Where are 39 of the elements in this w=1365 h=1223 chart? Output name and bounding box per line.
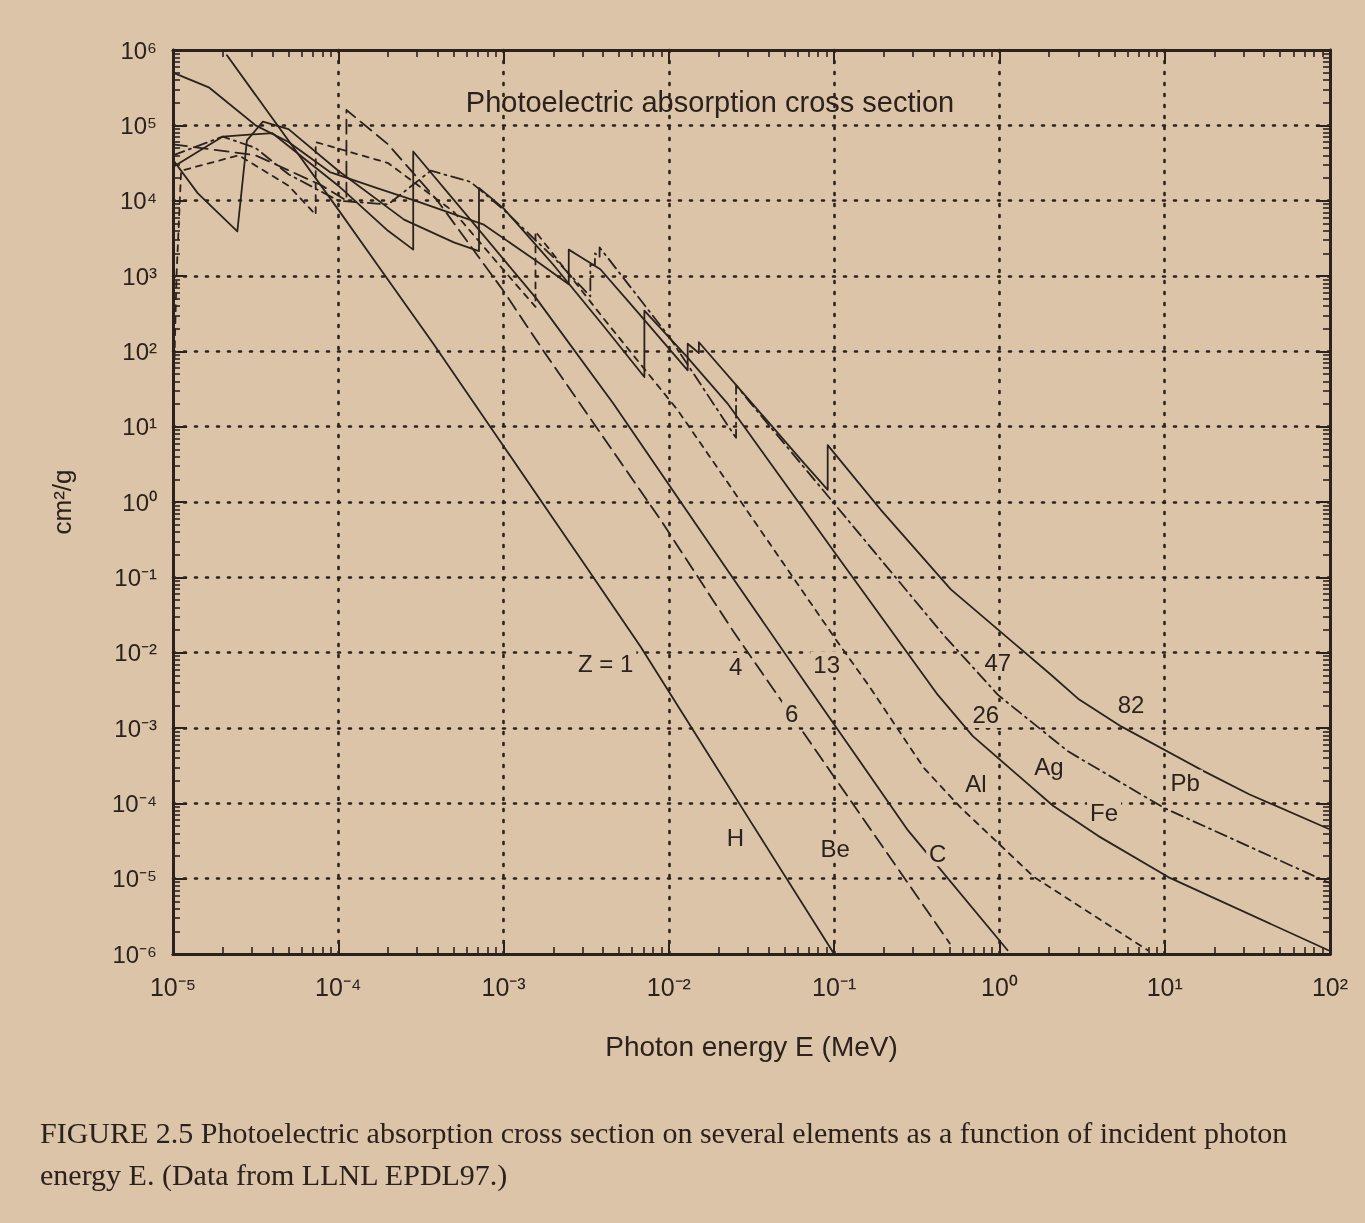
annotation: Pb <box>1170 769 1200 797</box>
y-tick-label: 10² <box>122 337 158 365</box>
annotation: Be <box>820 835 850 863</box>
y-tick-label: 10⁻³ <box>114 714 158 742</box>
y-tick-label: 10¹ <box>122 413 158 441</box>
annotation: 6 <box>785 700 799 728</box>
y-tick-label: 10⁶ <box>120 36 157 64</box>
y-tick-label: 10⁻¹ <box>114 563 158 591</box>
y-axis-title: cm²/g <box>47 469 77 535</box>
x-tick-label: 10⁻⁴ <box>315 972 362 1001</box>
annotation: 26 <box>972 701 1000 729</box>
caption: FIGURE 2.5 Photoelectric absorption cross section on several elements as a function of incident photon energy E. (Data from LLNL EPDL97.) <box>40 1115 1289 1193</box>
x-tick-label: 10⁰ <box>981 972 1018 1001</box>
annotation: Al <box>965 770 987 798</box>
x-tick-label: 10² <box>1311 972 1349 1001</box>
annotation: Fe <box>1090 799 1119 827</box>
annotation: 47 <box>984 648 1012 676</box>
y-tick-label: 10⁰ <box>122 488 157 516</box>
y-tick-label: 10⁻⁴ <box>111 789 157 817</box>
annotation: C <box>929 839 947 867</box>
x-tick-label: 10⁻² <box>646 972 691 1001</box>
y-tick-label: 10⁻² <box>114 639 158 667</box>
annotation: H <box>726 824 745 852</box>
annotation: 82 <box>1117 691 1145 719</box>
annotation: 4 <box>729 652 743 680</box>
y-tick-label: 10⁴ <box>119 187 157 215</box>
annotation: Z = 1 <box>577 650 634 678</box>
x-axis-title: Photon energy E (MeV) <box>605 1030 898 1062</box>
y-tick-label: 10⁻⁶ <box>112 940 157 968</box>
x-tick-label: 10¹ <box>1146 972 1183 1001</box>
text: Photoelectric absorption cross section <box>465 85 955 118</box>
x-tick-label: 10⁻⁵ <box>149 972 197 1001</box>
annotation: Ag <box>1034 752 1064 780</box>
y-tick-label: 10³ <box>122 262 158 290</box>
x-tick-label: 10⁻¹ <box>812 972 857 1001</box>
x-tick-label: 10⁻³ <box>481 972 526 1001</box>
annotation: 13 <box>813 650 840 678</box>
y-tick-label: 10⁻⁵ <box>112 865 157 893</box>
y-tick-label: 10⁵ <box>120 111 157 139</box>
